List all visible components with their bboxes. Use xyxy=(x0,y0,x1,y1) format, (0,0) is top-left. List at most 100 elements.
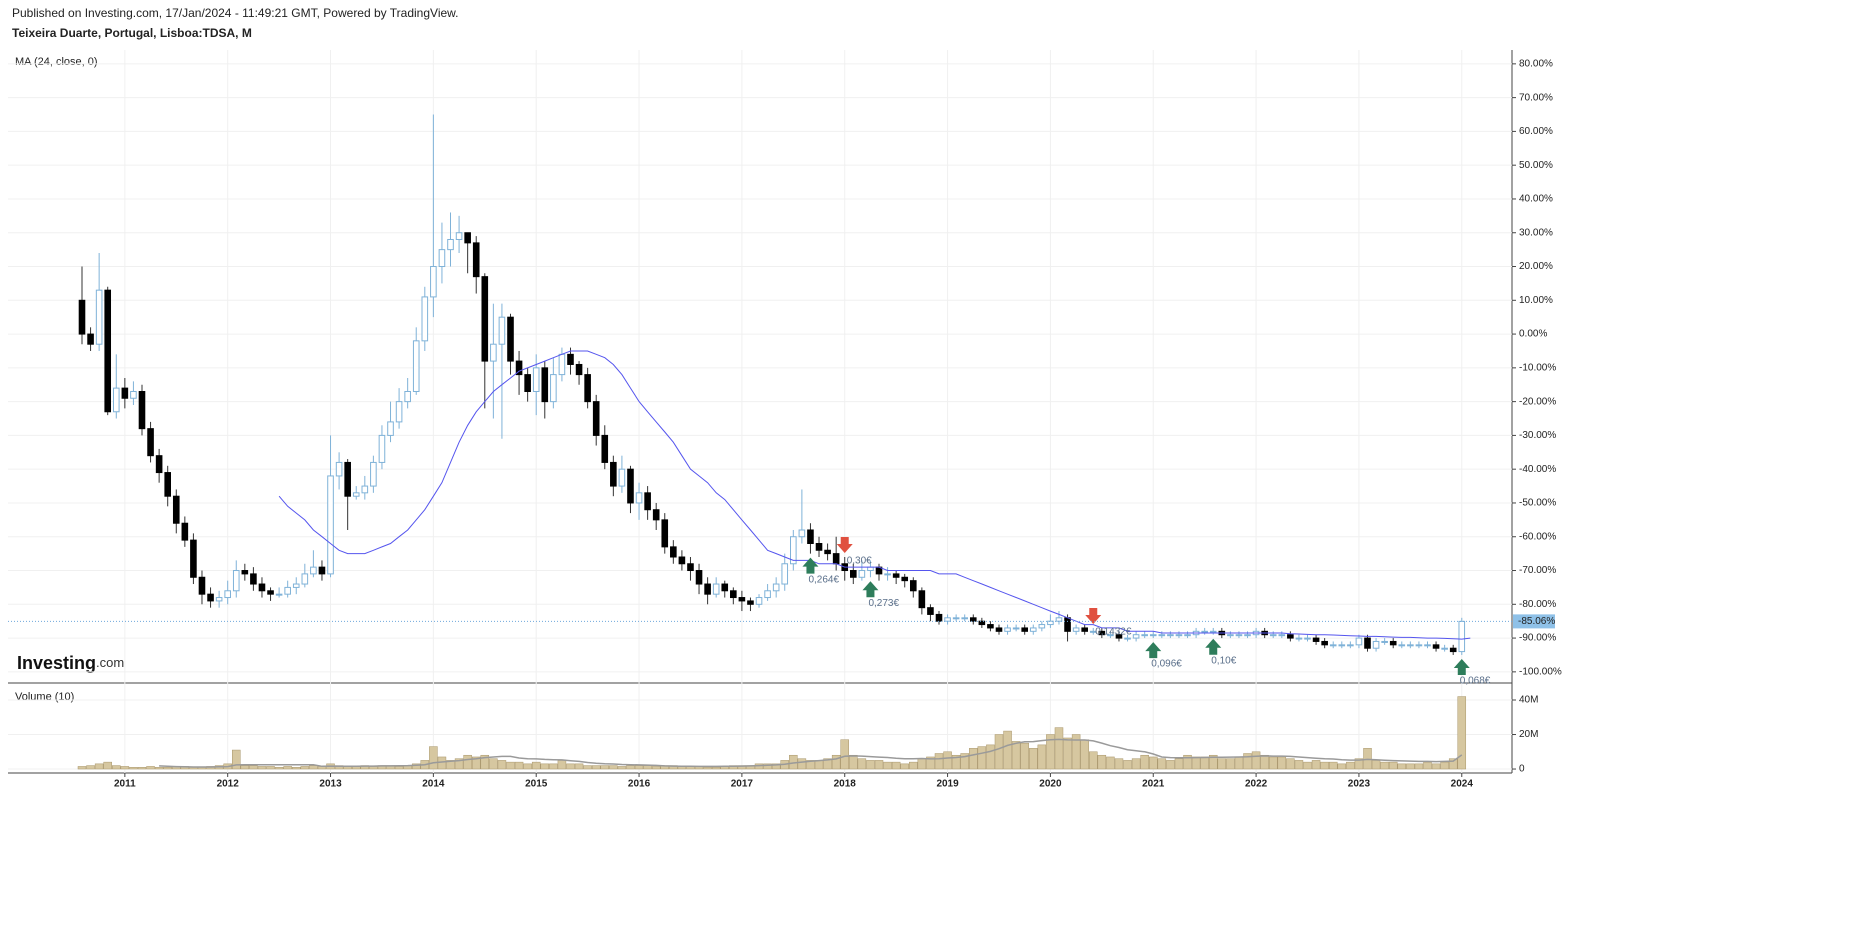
candle-body xyxy=(130,390,137,399)
candle-body xyxy=(1029,627,1037,632)
candle-body xyxy=(112,387,120,413)
candle-body xyxy=(1338,644,1346,647)
candle-body xyxy=(1064,617,1071,632)
volume-bar xyxy=(1234,756,1244,770)
volume-bar xyxy=(309,765,318,770)
y-tick-label: 80.00% xyxy=(1519,58,1553,69)
volume-bar xyxy=(994,734,1004,770)
candle-body xyxy=(207,593,214,602)
candle-body xyxy=(961,617,969,620)
volume-bar xyxy=(154,767,164,770)
candle-body xyxy=(327,475,334,575)
volume-bar xyxy=(1294,760,1304,770)
event-label: 0,1432€ xyxy=(1095,627,1132,638)
candle-body xyxy=(430,266,437,298)
candle-body xyxy=(1081,627,1088,632)
candle-body xyxy=(284,586,291,595)
volume-bar xyxy=(1123,760,1132,770)
volume-bar xyxy=(1423,761,1432,770)
candle-body xyxy=(747,600,754,605)
last-price-label: -85.06% xyxy=(1518,616,1555,627)
candle-body xyxy=(1201,630,1208,633)
candle-body xyxy=(721,583,729,592)
candle-body xyxy=(275,593,283,596)
candle-body xyxy=(532,367,540,392)
candle-body xyxy=(712,583,720,595)
candle-body xyxy=(1441,647,1448,650)
volume-bar xyxy=(411,763,421,770)
symbol-title: Teixeira Duarte, Portugal, Lisboa:TDSA, … xyxy=(12,26,252,40)
candle-body xyxy=(1321,640,1328,646)
volume-bar xyxy=(1191,756,1201,770)
volume-bar xyxy=(86,765,95,770)
y-tick-label: -60.00% xyxy=(1519,531,1556,542)
volume-bar xyxy=(146,766,155,770)
y-tick-label: 70.00% xyxy=(1519,92,1553,103)
volume-bar xyxy=(977,746,987,770)
ma-legend: MA (24, close, 0) xyxy=(15,56,98,68)
volume-bar xyxy=(651,766,661,770)
candle-body xyxy=(370,461,377,487)
candle-body xyxy=(1304,637,1311,640)
candle-body xyxy=(781,563,789,585)
candle-body xyxy=(798,529,806,538)
y-tick-label: -70.00% xyxy=(1519,565,1556,576)
candle-body xyxy=(824,549,831,555)
candle-body xyxy=(738,597,746,602)
volume-bar xyxy=(429,746,438,770)
volume-bar xyxy=(797,758,807,770)
candle-body xyxy=(867,566,874,572)
candle-body xyxy=(1407,644,1414,647)
candle-body xyxy=(704,583,711,595)
volume-bar xyxy=(1260,754,1269,770)
volume-bar xyxy=(1106,756,1115,770)
candle-body xyxy=(515,360,523,376)
candle-body xyxy=(567,353,574,365)
candle-body xyxy=(978,620,986,626)
candle-body xyxy=(181,522,189,541)
dividend-marker xyxy=(1453,658,1470,675)
candle-body xyxy=(1055,617,1063,622)
volume-bar xyxy=(266,766,275,770)
volume-bar xyxy=(909,761,918,770)
volume-bar xyxy=(1328,761,1338,770)
candle-body xyxy=(850,570,857,578)
volume-bar xyxy=(711,767,721,770)
candle-body xyxy=(592,401,600,436)
x-tick-label: 2023 xyxy=(1348,779,1371,790)
candle-body xyxy=(421,296,429,342)
x-tick-label: 2020 xyxy=(1039,779,1062,790)
candle-body xyxy=(198,576,206,595)
volume-bar xyxy=(1020,742,1029,770)
volume-bar xyxy=(129,767,138,770)
candle-body xyxy=(524,374,531,392)
candle-body xyxy=(832,553,840,565)
candle-body xyxy=(815,542,823,551)
candle-body xyxy=(1047,620,1054,626)
volume-bar xyxy=(137,767,147,770)
dividend-marker xyxy=(802,557,819,574)
y-tick-label: 40.00% xyxy=(1519,194,1553,205)
volume-bar xyxy=(549,763,558,770)
y-tick-label: -20.00% xyxy=(1519,396,1556,407)
candle-body xyxy=(352,492,360,497)
candle-body xyxy=(455,232,463,240)
volume-bar xyxy=(1448,758,1458,770)
volume-bar xyxy=(300,766,310,770)
candle-body xyxy=(1235,634,1243,637)
y-tick-label: -90.00% xyxy=(1519,633,1556,644)
volume-bar xyxy=(232,749,241,770)
candle-body xyxy=(121,387,129,399)
volume-bar xyxy=(1311,760,1321,770)
x-tick-label: 2013 xyxy=(319,779,342,790)
volume-bar xyxy=(94,763,104,770)
candle-body xyxy=(772,583,780,592)
logo-name: Investing xyxy=(17,653,96,673)
volume-bar xyxy=(249,765,258,770)
event-label: 0,10€ xyxy=(1211,655,1236,666)
candle-body xyxy=(670,546,677,558)
candle-body xyxy=(601,434,609,463)
candle-body xyxy=(507,316,514,362)
candle-body xyxy=(618,468,626,487)
volume-bar xyxy=(257,766,267,770)
